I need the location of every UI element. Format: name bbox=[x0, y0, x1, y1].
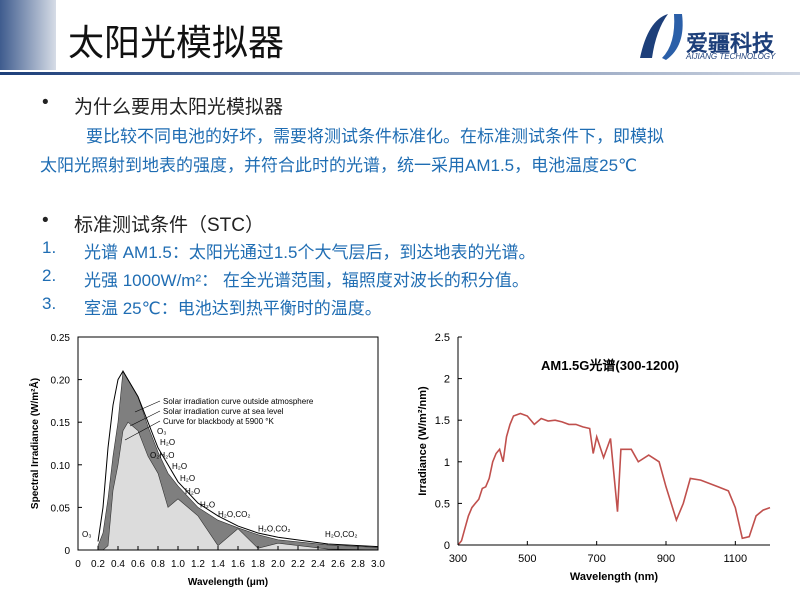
x-tick-label: 0.8 bbox=[151, 559, 165, 570]
x-tick-label: 0.4 bbox=[111, 559, 125, 570]
item-text: 光强 1000W/m²： 在全光谱范围，辐照度对波长的积分值。 bbox=[84, 271, 529, 290]
annotation: O₂H₂O bbox=[150, 451, 174, 460]
x-tick-label: 1100 bbox=[724, 553, 748, 565]
legend-label: Solar irradiation curve outside atmosphe… bbox=[163, 397, 314, 406]
y-axis-label: Spectral Irradiance (W/m²Å) bbox=[28, 378, 41, 509]
area-fill bbox=[98, 421, 379, 551]
annotation: O₃ bbox=[82, 530, 91, 539]
item-text: 光谱 AM1.5：太阳光通过1.5个大气层后，到达地表的光谱。 bbox=[84, 243, 536, 262]
x-tick-label: 2.2 bbox=[291, 559, 305, 570]
x-tick-label: 2.0 bbox=[271, 559, 285, 570]
x-tick-label: 0 bbox=[75, 559, 81, 570]
y-tick-label: 0.10 bbox=[51, 461, 71, 472]
legend-pointer bbox=[129, 410, 161, 427]
x-tick-label: 1.8 bbox=[251, 559, 265, 570]
y-tick-label: 0.20 bbox=[51, 376, 71, 387]
paragraph-line: 要比较不同电池的好坏，需要将测试条件标准化。在标准测试条件下，即模拟 bbox=[86, 127, 664, 146]
area-fill bbox=[97, 370, 379, 551]
y-tick-label: 1.5 bbox=[435, 415, 450, 427]
annotation: H₂O bbox=[185, 487, 200, 496]
item-number: 1. bbox=[42, 238, 57, 257]
section-heading: 为什么要用太阳光模拟器 bbox=[74, 97, 284, 118]
x-tick-label: 1.0 bbox=[171, 559, 185, 570]
legend-label: Curve for blackbody at 5900 °K bbox=[163, 417, 274, 426]
annotation: H₂O bbox=[172, 462, 187, 471]
logo-sub: AIJIANG TECHNOLOGY bbox=[686, 52, 776, 61]
header-bar bbox=[0, 0, 800, 75]
x-tick-label: 2.4 bbox=[311, 559, 325, 570]
x-tick-label: 2.6 bbox=[331, 559, 345, 570]
annotation: H₂O,CO₂ bbox=[258, 524, 290, 533]
x-tick-label: 1.6 bbox=[231, 559, 245, 570]
annotation: O₃ bbox=[157, 427, 166, 436]
logo-mark bbox=[662, 14, 683, 60]
legend-label: Solar irradiation curve at sea level bbox=[163, 407, 284, 416]
y-tick-label: 0.15 bbox=[51, 418, 71, 429]
item-number: 3. bbox=[42, 294, 57, 313]
chart-title: AM1.5G光谱(300-1200) bbox=[541, 358, 679, 373]
y-tick-label: 0.5 bbox=[435, 498, 450, 510]
y-tick-label: 0.05 bbox=[51, 503, 71, 514]
series-line bbox=[457, 412, 771, 546]
x-axis-label: Wavelength (nm) bbox=[570, 571, 659, 583]
slide-title: 太阳光模拟器 bbox=[68, 22, 285, 63]
annotation: H₂O bbox=[160, 438, 175, 447]
x-tick-label: 900 bbox=[657, 553, 675, 565]
annotation: H₂O bbox=[200, 500, 215, 509]
header-block bbox=[0, 0, 56, 70]
x-tick-label: 1.2 bbox=[191, 559, 205, 570]
x-tick-label: 1.4 bbox=[211, 559, 225, 570]
y-tick-label: 2.5 bbox=[435, 332, 450, 344]
annotation: H₂O bbox=[180, 474, 195, 483]
x-axis-label: Wavelength (μm) bbox=[188, 577, 268, 588]
header-rule bbox=[0, 72, 800, 75]
series-line bbox=[97, 370, 379, 548]
paragraph-line: 太阳光照射到地表的强度，并符合此时的光谱，统一采用AM1.5，电池温度25℃ bbox=[40, 156, 638, 175]
x-tick-label: 3.0 bbox=[371, 559, 385, 570]
legend-pointer bbox=[124, 420, 161, 441]
y-tick-label: 0.25 bbox=[51, 333, 71, 344]
item-text: 室温 25℃：电池达到热平衡时的温度。 bbox=[84, 299, 382, 318]
item-number: 2. bbox=[42, 266, 57, 285]
legend-pointer bbox=[134, 400, 161, 413]
annotation: H₂O,CO₂ bbox=[218, 510, 250, 519]
plot-frame bbox=[77, 336, 379, 551]
y-tick-label: 2 bbox=[444, 374, 450, 386]
x-tick-label: 0.6 bbox=[131, 559, 145, 570]
x-tick-label: 300 bbox=[449, 553, 467, 565]
y-tick-label: 0 bbox=[444, 540, 450, 552]
section-heading: 标准测试条件（STC） bbox=[74, 215, 265, 236]
y-axis-label: Irradiance (W/m²/nm) bbox=[417, 386, 429, 496]
x-tick-label: 500 bbox=[518, 553, 536, 565]
bullet: • bbox=[42, 210, 49, 231]
logo-name: 爱疆科技 bbox=[686, 31, 775, 56]
annotation: H₂O,CO₂ bbox=[325, 530, 357, 539]
logo-mark bbox=[640, 14, 668, 58]
x-tick-label: 700 bbox=[587, 553, 605, 565]
y-tick-label: 0 bbox=[64, 546, 70, 557]
y-tick-label: 1 bbox=[444, 457, 450, 469]
bullet: • bbox=[42, 92, 49, 113]
x-tick-label: 0.2 bbox=[91, 559, 105, 570]
x-tick-label: 2.8 bbox=[351, 559, 365, 570]
